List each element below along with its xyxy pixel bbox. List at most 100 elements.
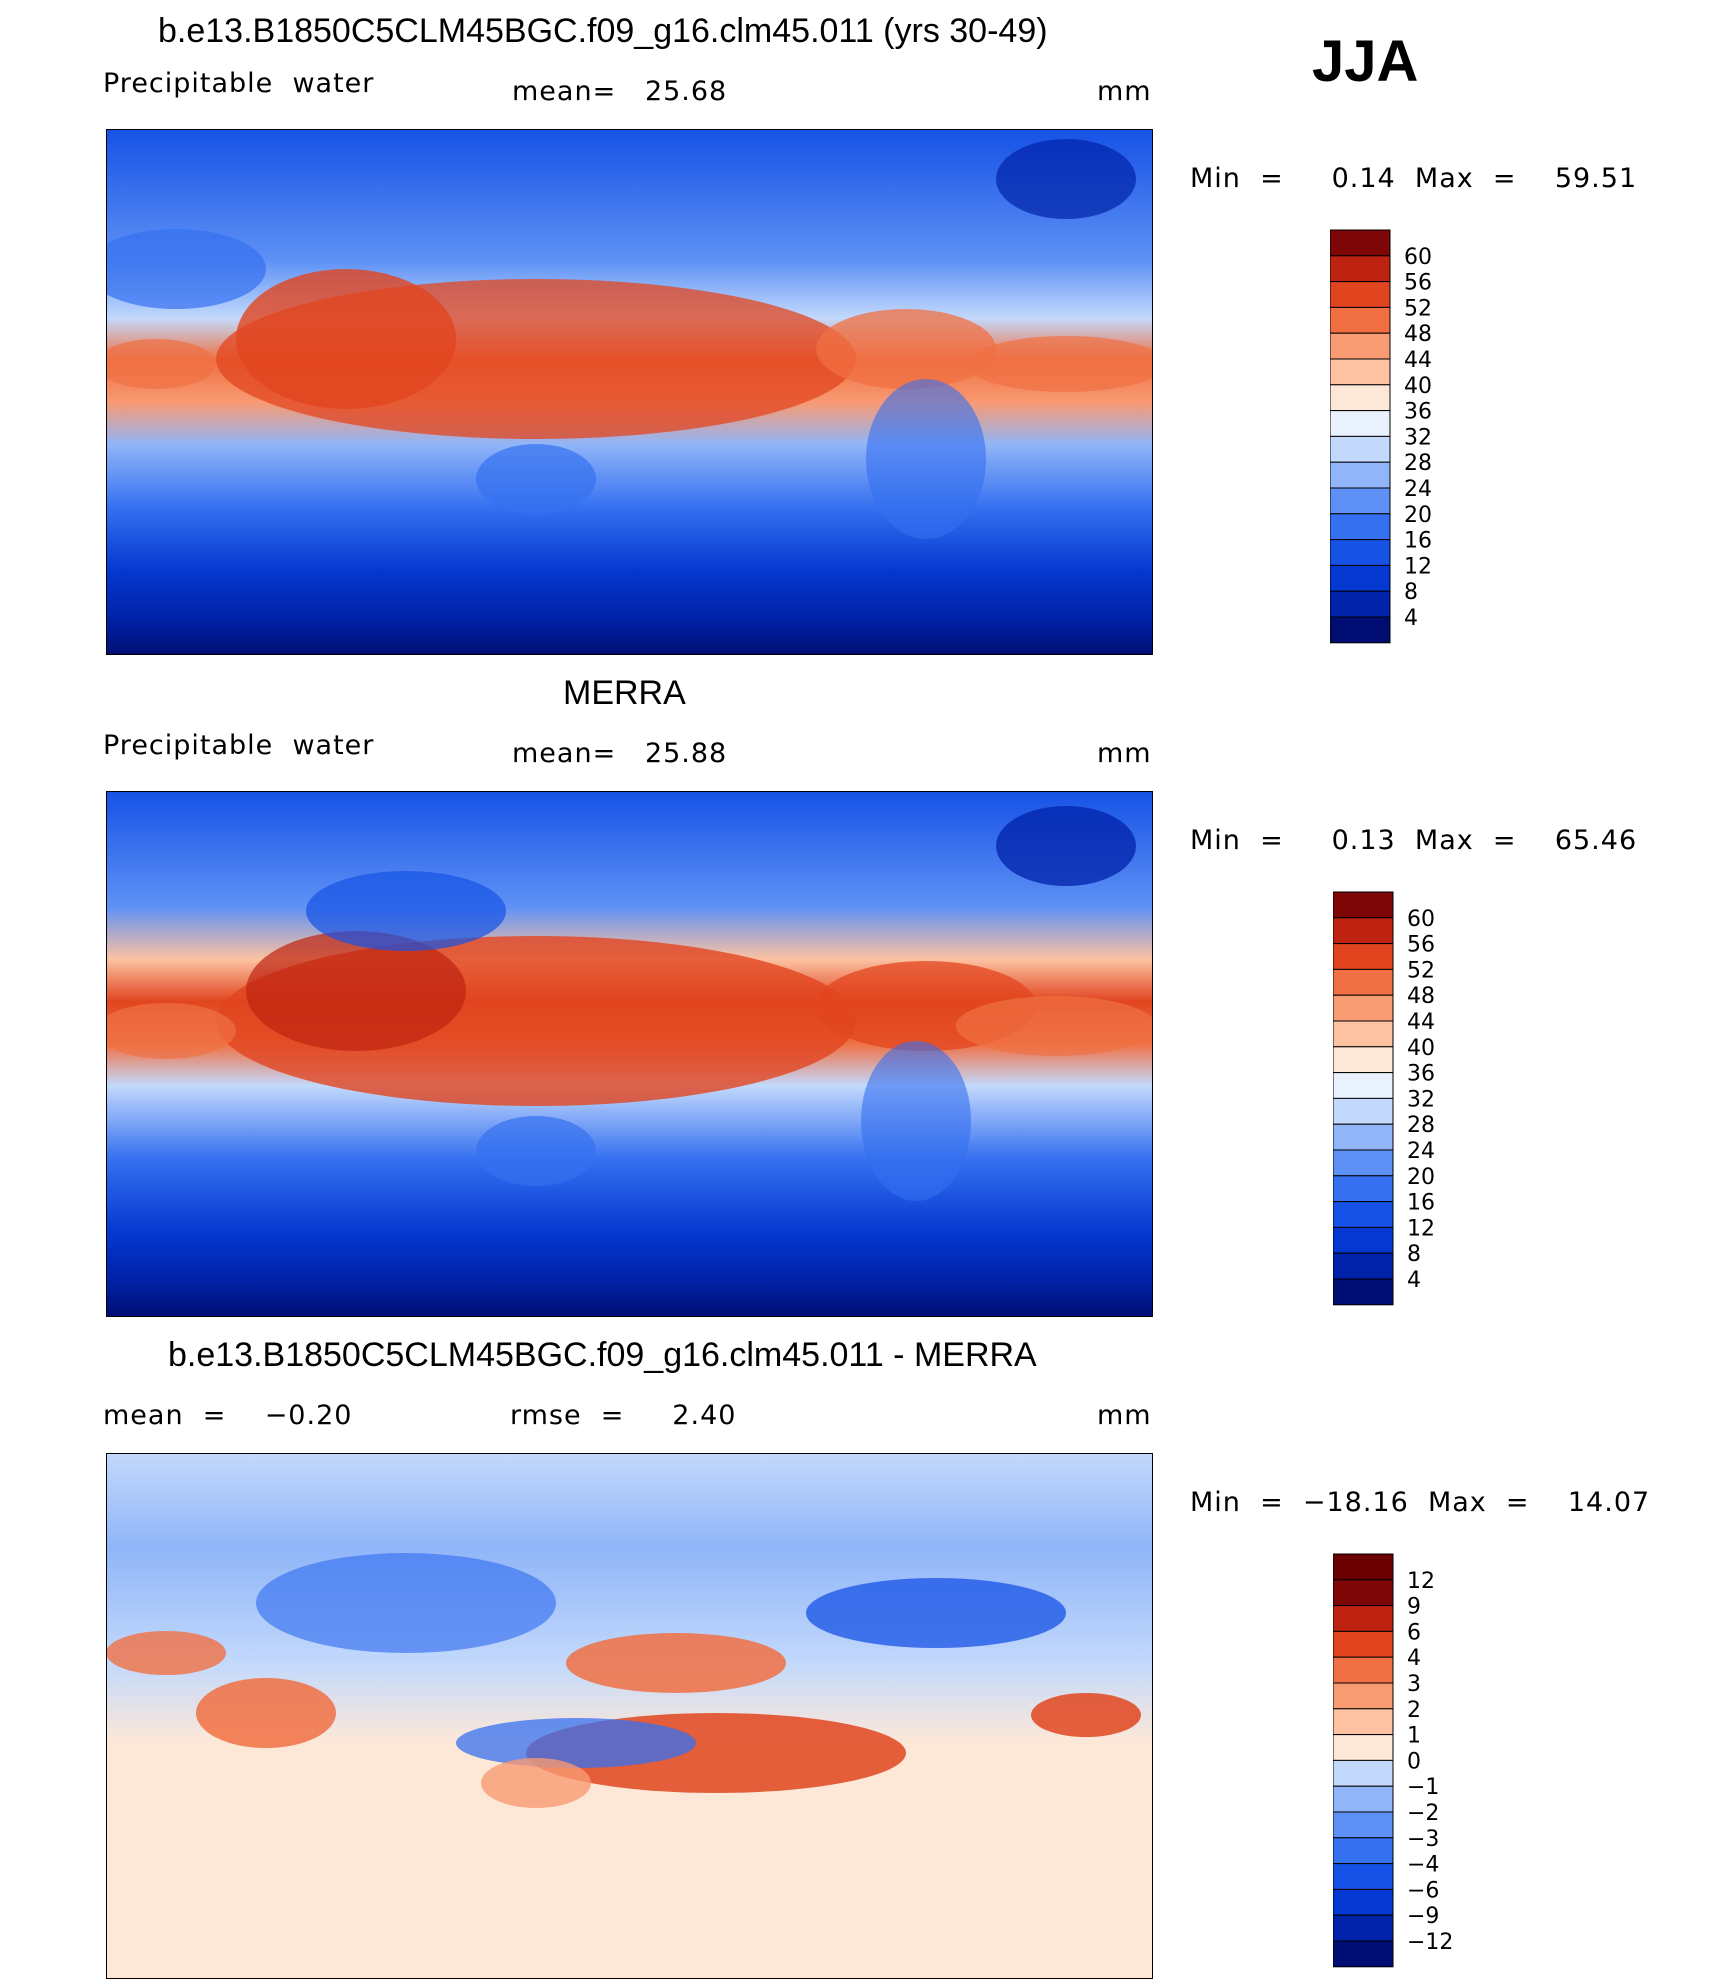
colorbar-tick-label: 2 bbox=[1407, 1698, 1421, 1723]
panel-1-map bbox=[106, 129, 1153, 655]
colorbar-tick-label: 48 bbox=[1407, 984, 1435, 1009]
colorbar-tick-label: 4 bbox=[1404, 606, 1418, 631]
panel-3-title: b.e13.B1850C5CLM45BGC.f09_g16.clm45.011 … bbox=[168, 1336, 1037, 1374]
colorbar-swatch bbox=[1330, 229, 1391, 257]
africa-itcz bbox=[106, 1003, 236, 1059]
colorbar-tick-label: 20 bbox=[1407, 1165, 1435, 1190]
colorbar-swatch bbox=[1333, 917, 1394, 945]
colorbar-swatch bbox=[1330, 255, 1391, 283]
colorbar-tick-label: 3 bbox=[1407, 1672, 1421, 1697]
colorbar-swatch bbox=[1333, 1553, 1394, 1581]
colorbar-swatch bbox=[1333, 1605, 1394, 1632]
panel-1-variable-label: Precipitable water bbox=[103, 68, 375, 99]
colorbar-swatch bbox=[1333, 1630, 1394, 1658]
colorbar-swatch bbox=[1330, 384, 1391, 412]
colorbar-swatch bbox=[1330, 306, 1391, 334]
colorbar-swatch bbox=[1333, 994, 1394, 1022]
colorbar-tick-label: 56 bbox=[1407, 933, 1435, 958]
south-america bbox=[866, 379, 986, 539]
central-america bbox=[816, 309, 996, 389]
colorbar-swatch bbox=[1330, 410, 1391, 437]
india-monsoon bbox=[236, 269, 456, 409]
greenland bbox=[996, 806, 1136, 886]
colorbar-tick-label: −9 bbox=[1407, 1904, 1439, 1929]
colorbar-tick-label: 60 bbox=[1404, 245, 1432, 270]
gulf-negative bbox=[806, 1578, 1066, 1648]
south-america bbox=[861, 1041, 971, 1201]
greenland bbox=[996, 139, 1136, 219]
colorbar-swatch bbox=[1333, 943, 1394, 970]
colorbar-swatch bbox=[1333, 1708, 1394, 1736]
colorbar-swatch bbox=[1333, 1201, 1394, 1228]
colorbar-tick-label: −4 bbox=[1407, 1853, 1439, 1878]
africa-itcz bbox=[106, 339, 216, 389]
colorbar-tick-label: 12 bbox=[1407, 1569, 1435, 1594]
asia-negative bbox=[256, 1553, 556, 1653]
panel-2-title: MERRA bbox=[563, 674, 686, 712]
colorbar-tick-label: −3 bbox=[1407, 1827, 1439, 1852]
panel-3-minmax-label: Min = −18.16 Max = 14.07 bbox=[1190, 1487, 1651, 1518]
colorbar-swatch bbox=[1330, 616, 1391, 644]
panel-2-mean-label: mean= 25.88 bbox=[512, 738, 728, 769]
season-label: JJA bbox=[1312, 29, 1419, 94]
panel-3-mean-label: mean = −0.20 bbox=[103, 1400, 353, 1431]
colorbar-swatch bbox=[1333, 1252, 1394, 1280]
australia bbox=[476, 444, 596, 514]
panel-1-mean-label: mean= 25.68 bbox=[512, 76, 728, 107]
colorbar-tick-label: 20 bbox=[1404, 503, 1432, 528]
colorbar-tick-label: −12 bbox=[1407, 1930, 1453, 1955]
colorbar-swatch bbox=[1333, 891, 1394, 919]
colorbar-tick-label: 60 bbox=[1407, 907, 1435, 932]
australia-positive bbox=[481, 1758, 591, 1808]
colorbar-swatch bbox=[1330, 539, 1391, 566]
colorbar-swatch bbox=[1330, 358, 1391, 386]
colorbar-swatch bbox=[1333, 1020, 1394, 1048]
colorbar-tick-label: 48 bbox=[1404, 322, 1432, 347]
panel-3-map bbox=[106, 1453, 1153, 1979]
colorbar-tick-label: 24 bbox=[1407, 1139, 1435, 1164]
colorbar-tick-label: 32 bbox=[1407, 1087, 1435, 1112]
colorbar-swatch bbox=[1333, 1579, 1394, 1607]
panel-3-rmse-label: rmse = 2.40 bbox=[510, 1400, 737, 1431]
panel-1-minmax-label: Min = 0.14 Max = 59.51 bbox=[1190, 163, 1638, 194]
panel-1-units-label: mm bbox=[1097, 76, 1152, 107]
panel-2-units-label: mm bbox=[1097, 738, 1152, 769]
colorbar-swatch bbox=[1333, 1914, 1394, 1942]
colorbar-tick-label: 12 bbox=[1404, 554, 1432, 579]
colorbar-tick-label: 0 bbox=[1407, 1749, 1421, 1774]
colorbar-swatch bbox=[1333, 1278, 1394, 1306]
atlantic-anomaly bbox=[1031, 1693, 1141, 1737]
panel-2-variable-label: Precipitable water bbox=[103, 730, 375, 761]
colorbar-tick-label: 9 bbox=[1407, 1595, 1421, 1620]
colorbar-swatch bbox=[1333, 1863, 1394, 1890]
panel-1-title: b.e13.B1850C5CLM45BGC.f09_g16.clm45.011 … bbox=[158, 12, 1048, 50]
colorbar-tick-label: 36 bbox=[1407, 1062, 1435, 1087]
west-pacific-negative bbox=[456, 1718, 696, 1768]
colorbar-swatch bbox=[1333, 1123, 1394, 1151]
colorbar-swatch bbox=[1333, 1837, 1394, 1865]
colorbar-tick-label: 32 bbox=[1404, 425, 1432, 450]
colorbar-swatch bbox=[1330, 332, 1391, 360]
colorbar-swatch bbox=[1333, 1226, 1394, 1254]
colorbar-tick-label: 12 bbox=[1407, 1216, 1435, 1241]
panel-3-units-label: mm bbox=[1097, 1400, 1152, 1431]
tibet bbox=[306, 871, 506, 951]
atlantic-itcz bbox=[966, 336, 1153, 392]
colorbar-swatch bbox=[1330, 590, 1391, 618]
colorbar-tick-label: −6 bbox=[1407, 1878, 1439, 1903]
colorbar-swatch bbox=[1333, 1097, 1394, 1125]
colorbar-swatch bbox=[1333, 1785, 1394, 1813]
colorbar-tick-label: 16 bbox=[1407, 1191, 1435, 1216]
colorbar-tick-label: 52 bbox=[1407, 958, 1435, 983]
colorbar-swatch bbox=[1333, 1759, 1394, 1787]
colorbar-swatch bbox=[1333, 1888, 1394, 1916]
atlantic-itcz bbox=[956, 996, 1153, 1056]
sahara bbox=[106, 229, 266, 309]
colorbar-tick-label: 28 bbox=[1404, 451, 1432, 476]
north-africa-anomaly bbox=[106, 1631, 226, 1675]
colorbar-tick-label: 4 bbox=[1407, 1646, 1421, 1671]
colorbar-tick-label: −2 bbox=[1407, 1801, 1439, 1826]
colorbar-swatch bbox=[1330, 564, 1391, 592]
north-pacific-anomaly bbox=[566, 1633, 786, 1693]
